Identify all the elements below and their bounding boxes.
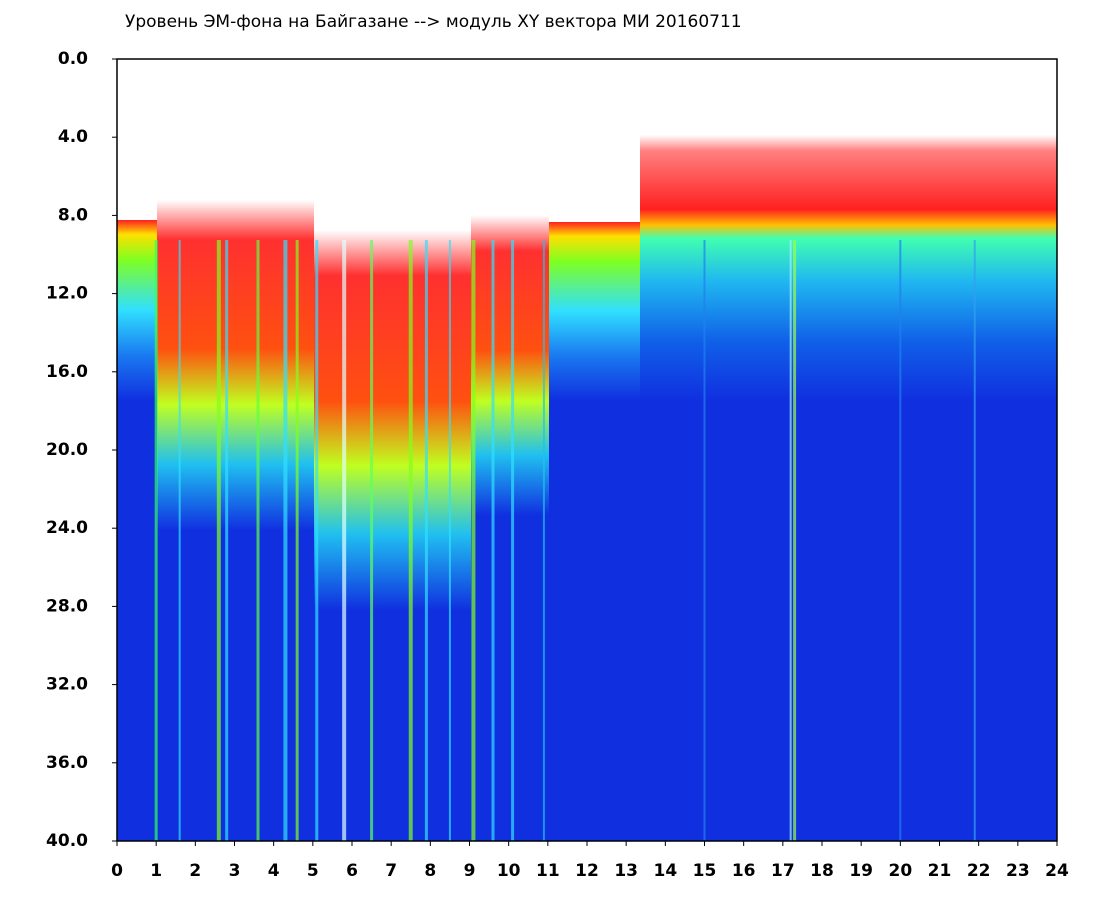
x-tick-label: 5 [307, 861, 319, 881]
x-tick-label: 4 [268, 861, 280, 881]
y-tick-label: 0.0 [58, 49, 88, 69]
y-tick-label: 12.0 [46, 284, 88, 304]
x-tick-label: 20 [888, 861, 912, 881]
x-tick-label: 19 [849, 861, 873, 881]
x-tick-label: 23 [1006, 861, 1030, 881]
y-tick-label: 32.0 [46, 675, 88, 695]
y-tick-label: 36.0 [46, 753, 88, 773]
y-tick-label: 40.0 [46, 831, 88, 851]
y-tick-label: 16.0 [46, 362, 88, 382]
x-tick-label: 21 [928, 861, 952, 881]
x-tick-label: 0 [111, 861, 123, 881]
x-tick-label: 7 [385, 861, 397, 881]
x-tick-label: 9 [464, 861, 476, 881]
heatmap-image [117, 59, 1057, 841]
x-tick-label: 3 [229, 861, 241, 881]
x-tick-label: 22 [967, 861, 991, 881]
x-tick-label: 14 [653, 861, 677, 881]
y-tick-label: 20.0 [46, 440, 88, 460]
y-tick-label: 28.0 [46, 596, 88, 616]
x-tick-label: 15 [693, 861, 717, 881]
x-tick-label: 1 [150, 861, 162, 881]
x-tick-label: 2 [189, 861, 201, 881]
x-tick-label: 13 [614, 861, 638, 881]
x-tick-label: 18 [810, 861, 834, 881]
x-tick-label: 17 [771, 861, 795, 881]
x-tick-label: 11 [536, 861, 560, 881]
chart-title: Уровень ЭМ-фона на Байгазане --> модуль … [125, 12, 742, 32]
y-tick-label: 8.0 [58, 205, 88, 225]
x-tick-label: 16 [732, 861, 756, 881]
y-tick-label: 4.0 [58, 127, 88, 147]
x-tick-label: 6 [346, 861, 358, 881]
x-tick-label: 24 [1045, 861, 1069, 881]
x-tick-label: 10 [497, 861, 521, 881]
x-tick-label: 8 [424, 861, 436, 881]
y-tick-label: 24.0 [46, 518, 88, 538]
x-tick-label: 12 [575, 861, 599, 881]
